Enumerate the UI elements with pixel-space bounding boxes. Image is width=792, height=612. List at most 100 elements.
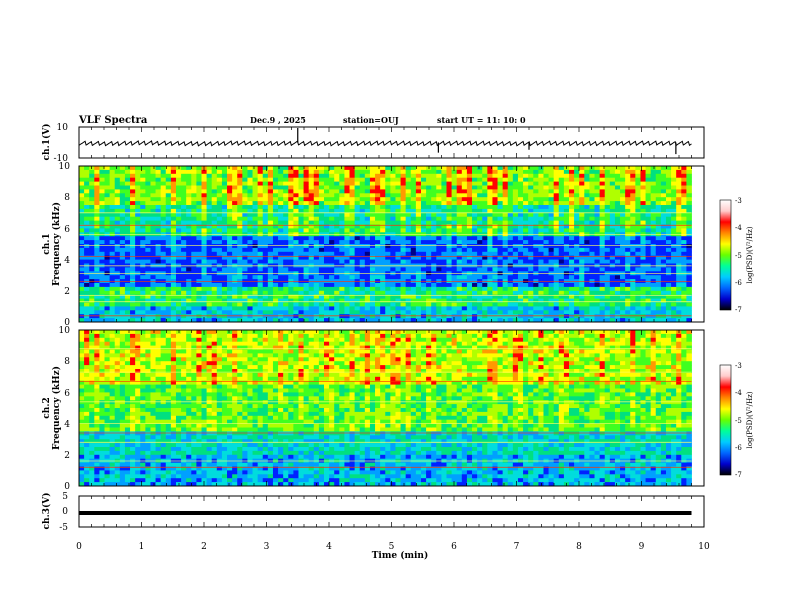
spectrogram-cell xyxy=(472,306,478,311)
spectrogram-cell xyxy=(216,193,223,198)
spectrogram-cell xyxy=(211,236,218,241)
spectrogram-cell xyxy=(497,208,504,214)
spectrogram-cell xyxy=(528,166,534,171)
spectrogram-cell xyxy=(89,286,95,292)
spectrogram-cell xyxy=(671,294,677,299)
spectrogram-cell xyxy=(313,283,320,288)
spectrogram-cell xyxy=(589,228,595,233)
spectrogram-cell xyxy=(186,166,192,171)
spectrogram-cell xyxy=(466,310,473,315)
spectrogram-cell xyxy=(426,177,432,182)
spectrogram-cell xyxy=(79,212,85,218)
spectrogram-cell xyxy=(625,216,631,221)
spectrogram-cell xyxy=(380,201,386,206)
spectrogram-cell xyxy=(79,173,85,179)
spectrogram-cell xyxy=(650,247,657,253)
spectrogram-cell xyxy=(405,212,412,218)
spectrogram-cell xyxy=(114,224,121,229)
spectrogram-cell xyxy=(303,298,310,303)
spectrogram-cell xyxy=(262,212,269,218)
spectrogram-cell xyxy=(461,224,468,229)
spectrogram-cell xyxy=(665,177,672,182)
spectrogram-cell xyxy=(497,220,504,225)
spectrogram-cell xyxy=(569,314,575,319)
spectrogram-cell xyxy=(283,267,289,272)
spectrogram-cell xyxy=(293,240,299,245)
spectrogram-cell xyxy=(410,314,417,319)
spectrogram-cell xyxy=(308,267,315,272)
spectrogram-cell xyxy=(671,177,677,182)
spectrogram-cell xyxy=(99,247,105,253)
spectrogram-cell xyxy=(405,298,412,303)
spectrogram-cell xyxy=(196,212,202,218)
spectrogram-cell xyxy=(589,185,595,190)
spectrogram-cell xyxy=(538,166,544,171)
spectrogram-cell xyxy=(477,275,483,280)
spectrogram-cell xyxy=(308,286,315,292)
spectrogram-cell xyxy=(405,166,412,171)
spectrogram-cell xyxy=(599,247,606,253)
spectrogram-cell xyxy=(369,314,376,319)
spectrogram-cell xyxy=(609,228,616,233)
spectrogram-cell xyxy=(456,267,463,272)
spectrogram-cell xyxy=(400,298,407,303)
spectrogram-cell xyxy=(492,310,498,315)
spectrogram-cell xyxy=(206,193,213,198)
spectrogram-cell xyxy=(517,181,524,186)
spectrogram-cell xyxy=(124,201,131,206)
spectrogram-cell xyxy=(512,236,519,241)
spectrogram-cell xyxy=(84,185,90,190)
spectrogram-cell xyxy=(390,314,396,319)
spectrogram-cell xyxy=(79,298,85,303)
spectrogram-cell xyxy=(308,247,315,253)
spectrogram-cell xyxy=(426,267,432,272)
spectrogram-cell xyxy=(385,283,391,288)
spectrogram-cell xyxy=(349,228,356,233)
spectrogram-cell xyxy=(676,216,682,221)
spectrogram-cell xyxy=(160,169,167,175)
spectrogram-cell xyxy=(599,244,606,249)
spectrogram-cell xyxy=(594,220,601,225)
spectrogram-cell xyxy=(364,298,371,303)
spectrogram-cell xyxy=(344,197,350,202)
spectrogram-cell xyxy=(431,193,437,198)
spectrogram-cell xyxy=(359,177,366,182)
spectrogram-cell xyxy=(599,275,606,280)
spectrogram-cell xyxy=(431,298,437,303)
spectrogram-cell xyxy=(278,255,284,260)
spectrogram-cell xyxy=(487,166,493,171)
spectrogram-cell xyxy=(232,236,238,241)
spectrogram-cell xyxy=(620,240,626,245)
spectrogram-cell xyxy=(308,302,315,307)
spectrogram-cell xyxy=(451,193,458,198)
spectrogram-cell xyxy=(681,220,687,225)
spectrogram-cell xyxy=(451,306,458,311)
spectrogram-cell xyxy=(216,181,223,186)
spectrogram-cell xyxy=(569,197,575,202)
spectrogram-cell xyxy=(104,310,111,315)
spectrogram-cell xyxy=(150,205,156,210)
spectrogram-cell xyxy=(594,290,601,296)
spectrogram-cell xyxy=(94,310,100,315)
spectrogram-cell xyxy=(211,318,218,323)
spectrogram-cell xyxy=(84,205,90,210)
spectrogram-cell xyxy=(681,169,687,175)
spectrogram-cell xyxy=(512,173,519,179)
spectrogram-cell xyxy=(247,314,253,319)
spectrogram-cell xyxy=(461,208,468,214)
spectrogram-cell xyxy=(420,236,427,241)
spectrogram-cell xyxy=(84,228,90,233)
spectrogram-cell xyxy=(645,283,652,288)
spectrogram-cell xyxy=(405,173,412,179)
spectrogram-cell xyxy=(625,236,631,241)
spectrogram-cell xyxy=(558,240,565,245)
spectrogram-cell xyxy=(272,247,279,253)
spectrogram-cell xyxy=(512,275,519,280)
spectrogram-cell xyxy=(466,236,473,241)
spectrogram-cell xyxy=(681,216,687,221)
spectrogram-cell xyxy=(660,169,667,175)
spectrogram-cell xyxy=(135,169,141,175)
spectrogram-cell xyxy=(456,208,463,214)
spectrogram-cell xyxy=(283,205,289,210)
spectrogram-cell xyxy=(104,275,111,280)
